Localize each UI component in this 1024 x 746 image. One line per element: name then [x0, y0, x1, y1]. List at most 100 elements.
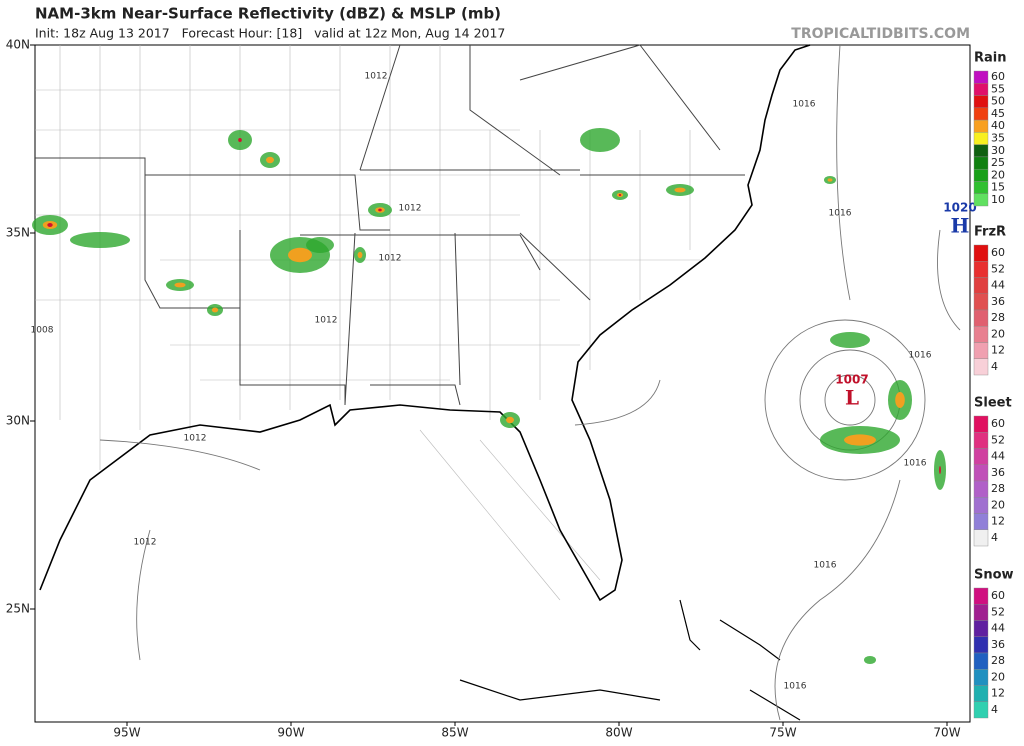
legend-swatch: [973, 604, 989, 621]
legend-swatch: [973, 132, 989, 145]
echo-core: [939, 466, 941, 474]
lat-label: 30N: [6, 414, 30, 428]
legend-tick: 30: [991, 144, 1005, 157]
isobar-label: 1016: [814, 561, 837, 571]
echo-core: [288, 247, 312, 263]
legend-swatch: [973, 529, 989, 547]
legend-swatch: [973, 277, 989, 294]
echo: [580, 128, 620, 152]
legend-tick: 12: [991, 515, 1005, 528]
lon-label: 90W: [277, 726, 304, 740]
title: NAM-3km Near-Surface Reflectivity (dBZ) …: [35, 5, 501, 23]
legend-swatch: [973, 620, 989, 637]
legend-tick: 52: [991, 262, 1005, 275]
pressure-value: 1007: [835, 373, 868, 387]
legend-tick: 52: [991, 605, 1005, 618]
legend-swatch: [973, 480, 989, 498]
pressure-value: 1020: [943, 201, 976, 215]
echo-core: [211, 307, 219, 313]
echo: [864, 656, 876, 664]
legend-swatch: [973, 587, 989, 605]
legend-swatch: [973, 701, 989, 719]
legend-tick: 28: [991, 311, 1005, 324]
lat-label: 25N: [6, 602, 30, 616]
echo-core: [844, 434, 876, 446]
isobar-label: 1012: [365, 72, 388, 82]
echo: [306, 237, 334, 253]
legend-tick: 12: [991, 687, 1005, 700]
legend-swatch: [973, 513, 989, 530]
legend-tick: 20: [991, 327, 1005, 340]
legend-tick: 52: [991, 433, 1005, 446]
isobar-label: 1012: [184, 434, 207, 444]
echo-core: [357, 251, 363, 259]
legend-tick: 28: [991, 654, 1005, 667]
echo-core: [378, 208, 382, 212]
legend-tick: 44: [991, 450, 1005, 463]
legend-swatch: [973, 497, 989, 514]
legend-swatch: [973, 95, 989, 109]
legend-title: Sleet: [974, 396, 1012, 411]
legend-swatch: [973, 652, 989, 670]
legend-tick: 35: [991, 132, 1005, 145]
legend-tick: 20: [991, 498, 1005, 511]
legend-tick: 40: [991, 119, 1005, 132]
legend-tick: 25: [991, 156, 1005, 169]
echo: [830, 332, 870, 348]
legend-tick: 4: [991, 703, 998, 716]
isobar-label: 1012: [399, 204, 422, 214]
legend-swatch: [973, 83, 989, 96]
legend-tick: 45: [991, 107, 1005, 120]
echo-core: [238, 138, 242, 142]
legend-swatch: [973, 415, 989, 433]
lat-label: 40N: [6, 38, 30, 52]
legend-swatch: [973, 464, 989, 482]
legend-swatch: [973, 144, 989, 158]
legend-tick: 44: [991, 622, 1005, 635]
lon-label: 80W: [605, 726, 632, 740]
legend-swatch: [973, 448, 989, 465]
echo-core: [174, 282, 186, 288]
echo-core: [47, 223, 53, 227]
legend-swatch: [973, 70, 989, 84]
legend-tick: 36: [991, 295, 1005, 308]
legend-swatch: [973, 244, 989, 262]
isobar-label: 1016: [829, 209, 852, 219]
legend-tick: 36: [991, 638, 1005, 651]
legend-swatch: [973, 156, 989, 170]
echo-core: [674, 187, 686, 193]
state-borders: [35, 44, 745, 406]
isobar-label: 1016: [904, 459, 927, 469]
legend-tick: 20: [991, 670, 1005, 683]
legend-swatch: [973, 293, 989, 311]
echo: [70, 232, 130, 248]
precip-echoes: [32, 128, 946, 664]
isobar-label: 1016: [784, 682, 807, 692]
legend-swatch: [973, 326, 989, 343]
coastline: [39, 44, 811, 602]
echo-core: [895, 392, 905, 408]
legend-swatch: [973, 342, 989, 359]
lon-label: 85W: [441, 726, 468, 740]
legend-swatch: [973, 107, 989, 121]
map-frame: [34, 44, 971, 723]
legend-tick: 50: [991, 95, 1005, 108]
lon-label: 95W: [113, 726, 140, 740]
isobar-label: 1016: [793, 100, 816, 110]
legend-tick: 12: [991, 344, 1005, 357]
lon-label: 70W: [933, 726, 960, 740]
legend-tick: 36: [991, 466, 1005, 479]
isobar-label: 1016: [909, 351, 932, 361]
legend-title: FrzR: [974, 225, 1006, 240]
isobar-label: 1008: [31, 326, 54, 336]
legend-title: Rain: [974, 51, 1007, 66]
islands: [459, 599, 801, 721]
legend-swatch: [973, 193, 989, 207]
legend-swatch: [973, 432, 989, 449]
credit: TROPICALTIDBITS.COM: [791, 26, 970, 42]
legend-swatch: [973, 685, 989, 702]
legend-tick: 44: [991, 279, 1005, 292]
lat-label: 35N: [6, 226, 30, 240]
legend-swatch: [973, 181, 989, 194]
legend-swatch: [973, 636, 989, 654]
